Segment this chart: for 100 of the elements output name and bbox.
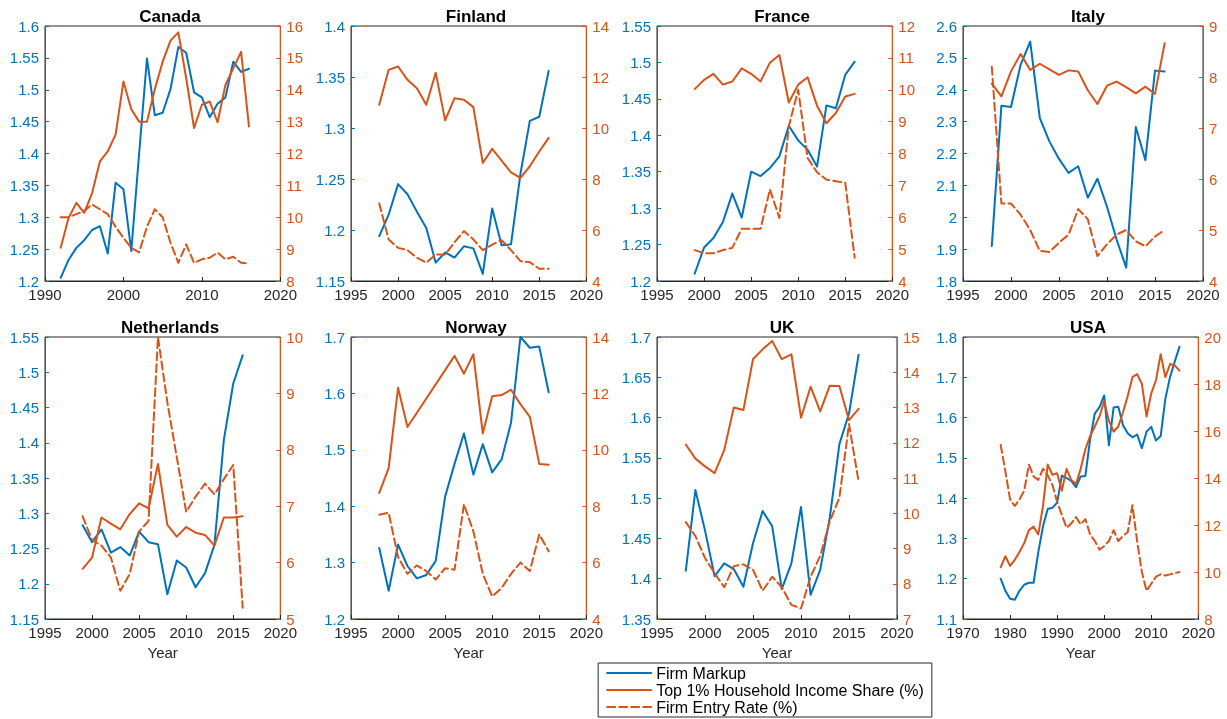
y2-tick-label: 15: [903, 328, 920, 346]
y2-tick-label: 12: [903, 434, 920, 452]
y-tick-label: 2.3: [936, 113, 957, 131]
line-series: [378, 503, 550, 598]
chart-title: Canada: [139, 7, 202, 26]
x-tick-label: 2010: [475, 624, 509, 641]
y-tick-label: 1.5: [324, 441, 345, 459]
x-tick-label: 2000: [106, 286, 141, 303]
y2-tick-label: 18: [1204, 375, 1221, 393]
y-tick-label: 1.55: [621, 17, 651, 35]
y-tick-label: 1.45: [9, 113, 39, 131]
legend-label: Firm Markup: [656, 664, 747, 682]
chart-title: France: [754, 7, 810, 26]
x-tick-label: 2000: [688, 624, 722, 641]
line-series: [693, 60, 856, 275]
y2-tick-label: 11: [898, 49, 914, 67]
y2-tick-label: 8: [592, 497, 601, 515]
x-tick-label: 2010: [784, 624, 818, 641]
line-series: [378, 353, 550, 494]
y2-tick-label: 14: [592, 328, 609, 346]
y2-tick-label: 12: [592, 384, 609, 402]
y-tick-label: 1.6: [936, 409, 957, 427]
y2-tick-label: 10: [286, 328, 303, 346]
y-tick-label: 1.4: [324, 497, 345, 515]
y2-tick-label: 9: [286, 240, 295, 258]
y2-tick-label: 14: [1204, 469, 1221, 487]
y-tick-label: 1.2: [936, 570, 957, 588]
y-tick-label: 1.6: [630, 409, 651, 427]
y-tick-label: 1.5: [18, 363, 39, 381]
x-tick-label: 2005: [428, 286, 462, 303]
y-tick-label: 1.8: [936, 328, 957, 346]
line-series: [684, 423, 860, 610]
y-tick-label: 1.25: [621, 236, 651, 254]
y2-tick-label: 13: [286, 113, 303, 131]
y2-tick-label: 12: [286, 145, 303, 162]
y2-tick-label: 16: [1204, 422, 1221, 440]
y2-tick-label: 12: [1204, 516, 1221, 534]
x-axis-title: Year: [1065, 644, 1096, 661]
y2-tick-label: 14: [592, 17, 609, 35]
y2-tick-label: 10: [592, 119, 609, 137]
y2-tick-label: 15: [286, 49, 303, 67]
y2-tick-label: 7: [898, 176, 907, 194]
y-tick-label: 2.5: [936, 49, 957, 67]
y2-tick-label: 13: [903, 399, 920, 416]
x-tick-label: 2000: [381, 624, 415, 641]
y-tick-label: 1.5: [18, 81, 39, 99]
legend-label: Top 1% Household Income Share (%): [656, 681, 924, 699]
y-tick-label: 1.5: [936, 449, 957, 467]
x-tick-label: 2015: [1138, 286, 1172, 303]
y-tick-label: 1.4: [18, 145, 39, 162]
y2-tick-label: 11: [903, 469, 919, 487]
x-axis-title: Year: [453, 644, 484, 661]
y-tick-label: 1.45: [9, 399, 39, 416]
y-tick-label: 1.5: [630, 489, 651, 507]
chart-title: Netherlands: [120, 318, 220, 337]
line-series: [684, 339, 860, 475]
y-tick-label: 1.35: [621, 163, 651, 181]
chart-title: UK: [769, 318, 795, 337]
y2-tick-label: 7: [286, 497, 295, 515]
y-tick-label: 1.65: [621, 368, 651, 386]
y-tick-label: 1.3: [324, 554, 345, 572]
y2-tick-label: 6: [1209, 170, 1218, 188]
y-tick-label: 1.35: [315, 68, 345, 86]
y2-tick-label: 9: [286, 384, 295, 402]
y-tick-label: 1.4: [18, 434, 39, 452]
y2-tick-label: 8: [903, 575, 912, 593]
x-tick-label: 2000: [381, 286, 415, 303]
y2-tick-label: 7: [1209, 119, 1218, 137]
y2-tick-label: 9: [898, 113, 907, 131]
x-tick-label: 2010: [475, 286, 509, 303]
x-tick-label: 2005: [1042, 286, 1076, 303]
y2-tick-label: 16: [286, 17, 303, 35]
y2-tick-label: 5: [1209, 221, 1218, 239]
x-tick-label: 2015: [832, 624, 866, 641]
y-tick-label: 2.1: [936, 176, 957, 194]
line-series: [990, 40, 1166, 269]
chart-title: Norway: [445, 318, 508, 337]
line-series: [378, 202, 550, 270]
y-tick-label: 1.2: [18, 575, 39, 593]
y-tick-label: 1.55: [9, 328, 39, 346]
x-tick-label: 2015: [522, 624, 556, 641]
x-tick-label: 2010: [169, 624, 203, 641]
y2-tick-label: 8: [286, 441, 295, 459]
x-tick-label: 2015: [216, 624, 250, 641]
line-series: [378, 65, 550, 179]
y-tick-label: 1.7: [324, 328, 345, 346]
x-tick-label: 2015: [522, 286, 556, 303]
y2-tick-label: 10: [1204, 563, 1221, 581]
x-tick-label: 1990: [1040, 624, 1074, 641]
y2-tick-label: 14: [903, 363, 920, 381]
y2-tick-label: 12: [898, 17, 915, 35]
y-tick-label: 2.4: [936, 81, 957, 99]
y-tick-label: 1.35: [9, 176, 39, 194]
y-tick-label: 1.35: [9, 469, 39, 487]
y-tick-label: 1.3: [18, 208, 39, 226]
y-tick-label: 1.7: [630, 328, 651, 346]
y2-tick-label: 5: [898, 240, 907, 258]
y-tick-label: 1.6: [324, 384, 345, 402]
y-tick-label: 1.3: [630, 199, 651, 217]
y-tick-label: 1.6: [18, 17, 39, 35]
